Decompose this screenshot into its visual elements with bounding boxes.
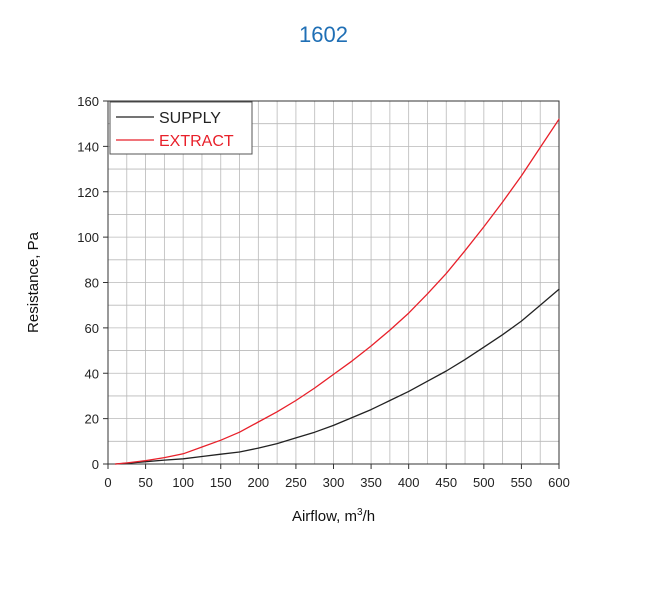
x-tick-label: 500 <box>473 475 495 490</box>
axis-ticks: 0 50 100 150 200 250 300 350 400 450 500 550 600 0 20 4… <box>77 94 570 490</box>
y-tick-label: 60 <box>85 321 99 336</box>
y-tick-label: 160 <box>77 94 99 109</box>
x-tick-label: 0 <box>104 475 111 490</box>
y-tick-label: 40 <box>85 366 99 381</box>
y-tick-label: 140 <box>77 139 99 154</box>
x-tick-label: 550 <box>511 475 533 490</box>
y-tick-label: 100 <box>77 230 99 245</box>
x-tick-label: 200 <box>247 475 269 490</box>
x-tick-label: 600 <box>548 475 570 490</box>
legend-box <box>109 101 253 155</box>
x-tick-label: 300 <box>323 475 345 490</box>
x-axis-title-sup: 3 <box>357 507 363 518</box>
x-tick-label: 150 <box>210 475 232 490</box>
y-tick-label: 20 <box>85 412 99 427</box>
x-tick-label: 450 <box>435 475 457 490</box>
x-tick-label: 350 <box>360 475 382 490</box>
x-tick-label: 100 <box>172 475 194 490</box>
chart-title: 1602 <box>299 22 348 47</box>
series-lines <box>114 118 560 465</box>
grid <box>107 100 560 465</box>
legend: SUPPLY EXTRACT <box>109 101 253 155</box>
legend-label-extract: EXTRACT <box>159 133 234 150</box>
y-tick-label: 120 <box>77 185 99 200</box>
x-tick-label: 400 <box>398 475 420 490</box>
x-tick-label: 250 <box>285 475 307 490</box>
x-axis-title: Airflow, m3/h <box>292 507 375 525</box>
series-line-extract <box>114 118 560 465</box>
x-tick-label: 50 <box>138 475 152 490</box>
y-tick-label: 0 <box>92 457 99 472</box>
y-tick-label: 80 <box>85 276 99 291</box>
legend-label-supply: SUPPLY <box>159 110 221 127</box>
x-axis-title-suffix: /h <box>363 508 376 525</box>
x-axis-title-main: Airflow, m <box>292 508 357 525</box>
y-axis-title: Resistance, Pa <box>25 231 42 333</box>
series-line-supply <box>114 288 560 465</box>
